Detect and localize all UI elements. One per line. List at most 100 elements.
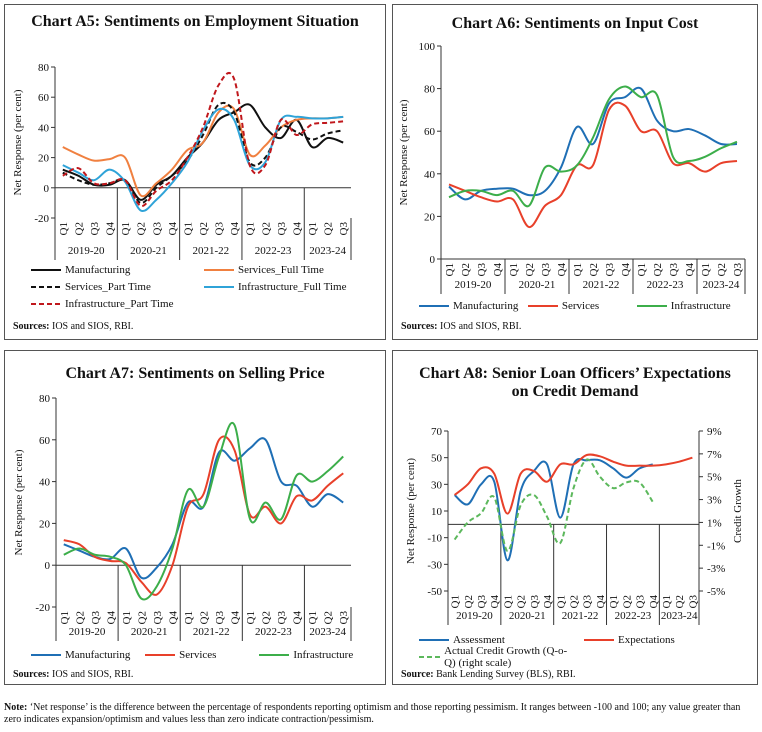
x-tick-label: Q4 bbox=[105, 222, 117, 236]
x-tick-label: Q1 bbox=[444, 263, 456, 276]
y-tick-label: 40 bbox=[39, 477, 51, 489]
x-tick-label: Q3 bbox=[276, 611, 288, 625]
legend-label: Services_Full Time bbox=[238, 263, 324, 276]
x-tick-label: Q2 bbox=[198, 222, 210, 235]
x-tick-label: Q1 bbox=[307, 222, 319, 235]
x-group-label: 2022-23 bbox=[255, 626, 292, 638]
x-tick-label: Q3 bbox=[90, 611, 102, 625]
legend-label: Infrastructure_Part Time bbox=[65, 297, 174, 310]
legend-label: Actual Credit Growth (Q-o-Q) (right scal… bbox=[444, 644, 568, 669]
chart-panel: -20 0 20 40 60 80 Net Response (per cent) Q1 Q2 Q… bbox=[4, 4, 386, 340]
x-group-label: 2023-24 bbox=[703, 279, 740, 291]
chart-title: Chart A5: Sentiments on Employment Situa… bbox=[31, 13, 359, 30]
x-tick-label: Q2 bbox=[524, 263, 536, 276]
x-group-label: 2020-21 bbox=[519, 279, 556, 291]
legend-swatch bbox=[419, 655, 441, 658]
x-group-label: 2021-22 bbox=[583, 279, 620, 291]
x-tick-label: Q2 bbox=[588, 263, 600, 276]
x-tick-label: Q2 bbox=[136, 611, 148, 624]
x-tick-label: Q3 bbox=[89, 222, 101, 236]
x-tick-label: Q2 bbox=[74, 611, 86, 624]
legend-item: Services bbox=[522, 297, 631, 314]
x-tick-label: Q1 bbox=[182, 222, 194, 235]
legend-swatch bbox=[31, 653, 61, 656]
chart-panel: -20 0 20 40 60 80 Net Response (per cent) Q1 Q2 Q… bbox=[4, 350, 386, 685]
x-group-label: 2021-22 bbox=[562, 610, 599, 622]
y2-axis-label: Credit Growth bbox=[732, 479, 744, 543]
chart-title: Chart A7: Sentiments on Selling Price bbox=[65, 365, 325, 382]
note: Note: ‘Net response’ is the difference b… bbox=[4, 702, 758, 726]
x-tick-label: Q1 bbox=[502, 595, 514, 608]
x-tick-label: Q1 bbox=[555, 595, 567, 608]
legend-label: Infrastructure bbox=[293, 648, 354, 661]
x-tick-label: Q4 bbox=[648, 595, 660, 609]
legend: Manufacturing Services_Full Time Services_… bbox=[25, 261, 371, 312]
x-tick-label: Q1 bbox=[508, 263, 520, 276]
legend-label: Services_Part Time bbox=[65, 280, 151, 293]
legend-swatch bbox=[419, 304, 449, 307]
x-tick-label: Q1 bbox=[608, 595, 620, 608]
x-tick-label: Q1 bbox=[58, 222, 70, 235]
chart-title: Chart A8: Senior Loan Officers’ Expectat… bbox=[419, 365, 731, 400]
x-tick-label: Q2 bbox=[463, 595, 475, 608]
x-tick-label: Q2 bbox=[199, 611, 211, 624]
x-tick-label: Q3 bbox=[732, 263, 744, 277]
x-tick-label: Q4 bbox=[105, 611, 117, 625]
x-group-label: 2019-20 bbox=[455, 279, 492, 291]
x-group-label: 2023-24 bbox=[661, 610, 698, 622]
legend-item: Infrastructure_Part Time bbox=[25, 295, 198, 312]
series-line bbox=[453, 458, 654, 553]
chart: -50 -30 -10 10 30 50 70 -5% -3% -1% 1% 3% 5% 7% 9% Cred… bbox=[405, 426, 744, 625]
y-tick-label: 10 bbox=[431, 506, 443, 518]
legend-item: Services_Full Time bbox=[198, 261, 371, 278]
legend-label: Infrastructure bbox=[670, 299, 731, 312]
x-tick-label: Q3 bbox=[540, 263, 552, 277]
x-tick-label: Q4 bbox=[542, 595, 554, 609]
x-tick-label: Q2 bbox=[460, 263, 472, 276]
x-tick-label: Q1 bbox=[307, 611, 319, 624]
x-tick-label: Q3 bbox=[276, 222, 288, 236]
y2-tick-label: -1% bbox=[707, 540, 725, 552]
legend-item: Services_Part Time bbox=[25, 278, 198, 295]
x-tick-label: Q2 bbox=[716, 263, 728, 276]
y-tick-label: -50 bbox=[427, 586, 442, 598]
x-tick-label: Q3 bbox=[476, 595, 488, 609]
legend-item: Expectations bbox=[578, 631, 743, 648]
y-tick-label: -30 bbox=[427, 559, 442, 571]
source-text: Bank Lending Survey (BLS), RBI. bbox=[436, 669, 576, 680]
series-line bbox=[63, 421, 344, 601]
source-text: IOS and SIOS, RBI. bbox=[51, 669, 134, 680]
y-tick-label: 20 bbox=[38, 153, 50, 165]
x-tick-label: Q4 bbox=[492, 263, 504, 277]
legend-swatch bbox=[527, 304, 558, 307]
x-tick-label: Q3 bbox=[476, 263, 488, 277]
y2-tick-label: 5% bbox=[707, 472, 722, 484]
legend-swatch bbox=[31, 268, 61, 271]
legend-item: Infrastructure bbox=[253, 646, 367, 663]
legend-swatch bbox=[584, 638, 614, 641]
chart: 0 20 40 60 80 100 Net Response (per cent) Q1 Q2 Q… bbox=[398, 41, 746, 294]
y-axis-label: Net Response (per cent) bbox=[13, 449, 25, 555]
series-line bbox=[448, 85, 738, 208]
x-tick-label: Q1 bbox=[245, 222, 257, 235]
source-text: IOS and SIOS, RBI. bbox=[439, 321, 522, 332]
x-group-label: 2021-22 bbox=[193, 626, 230, 638]
source: Sources: IOS and SIOS, RBI. bbox=[401, 321, 521, 332]
x-group-label: 2023-24 bbox=[309, 626, 346, 638]
x-tick-label: Q2 bbox=[323, 222, 335, 235]
y-axis-label: Net Response (per cent) bbox=[405, 458, 417, 564]
x-tick-label: Q2 bbox=[260, 222, 272, 235]
x-tick-label: Q3 bbox=[687, 595, 699, 609]
x-tick-label: Q4 bbox=[489, 595, 501, 609]
y-axis-label: Net Response (per cent) bbox=[12, 89, 24, 195]
y2-tick-label: 1% bbox=[707, 517, 722, 529]
x-group-label: 2019-20 bbox=[456, 610, 493, 622]
x-tick-label: Q1 bbox=[700, 263, 712, 276]
x-tick-label: Q4 bbox=[620, 263, 632, 277]
x-tick-label: Q2 bbox=[621, 595, 633, 608]
y-tick-label: 40 bbox=[38, 122, 50, 134]
y-tick-label: 50 bbox=[431, 453, 443, 465]
x-tick-label: Q4 bbox=[292, 611, 304, 625]
legend-item: Assessment bbox=[413, 631, 578, 648]
series-line bbox=[453, 453, 693, 515]
